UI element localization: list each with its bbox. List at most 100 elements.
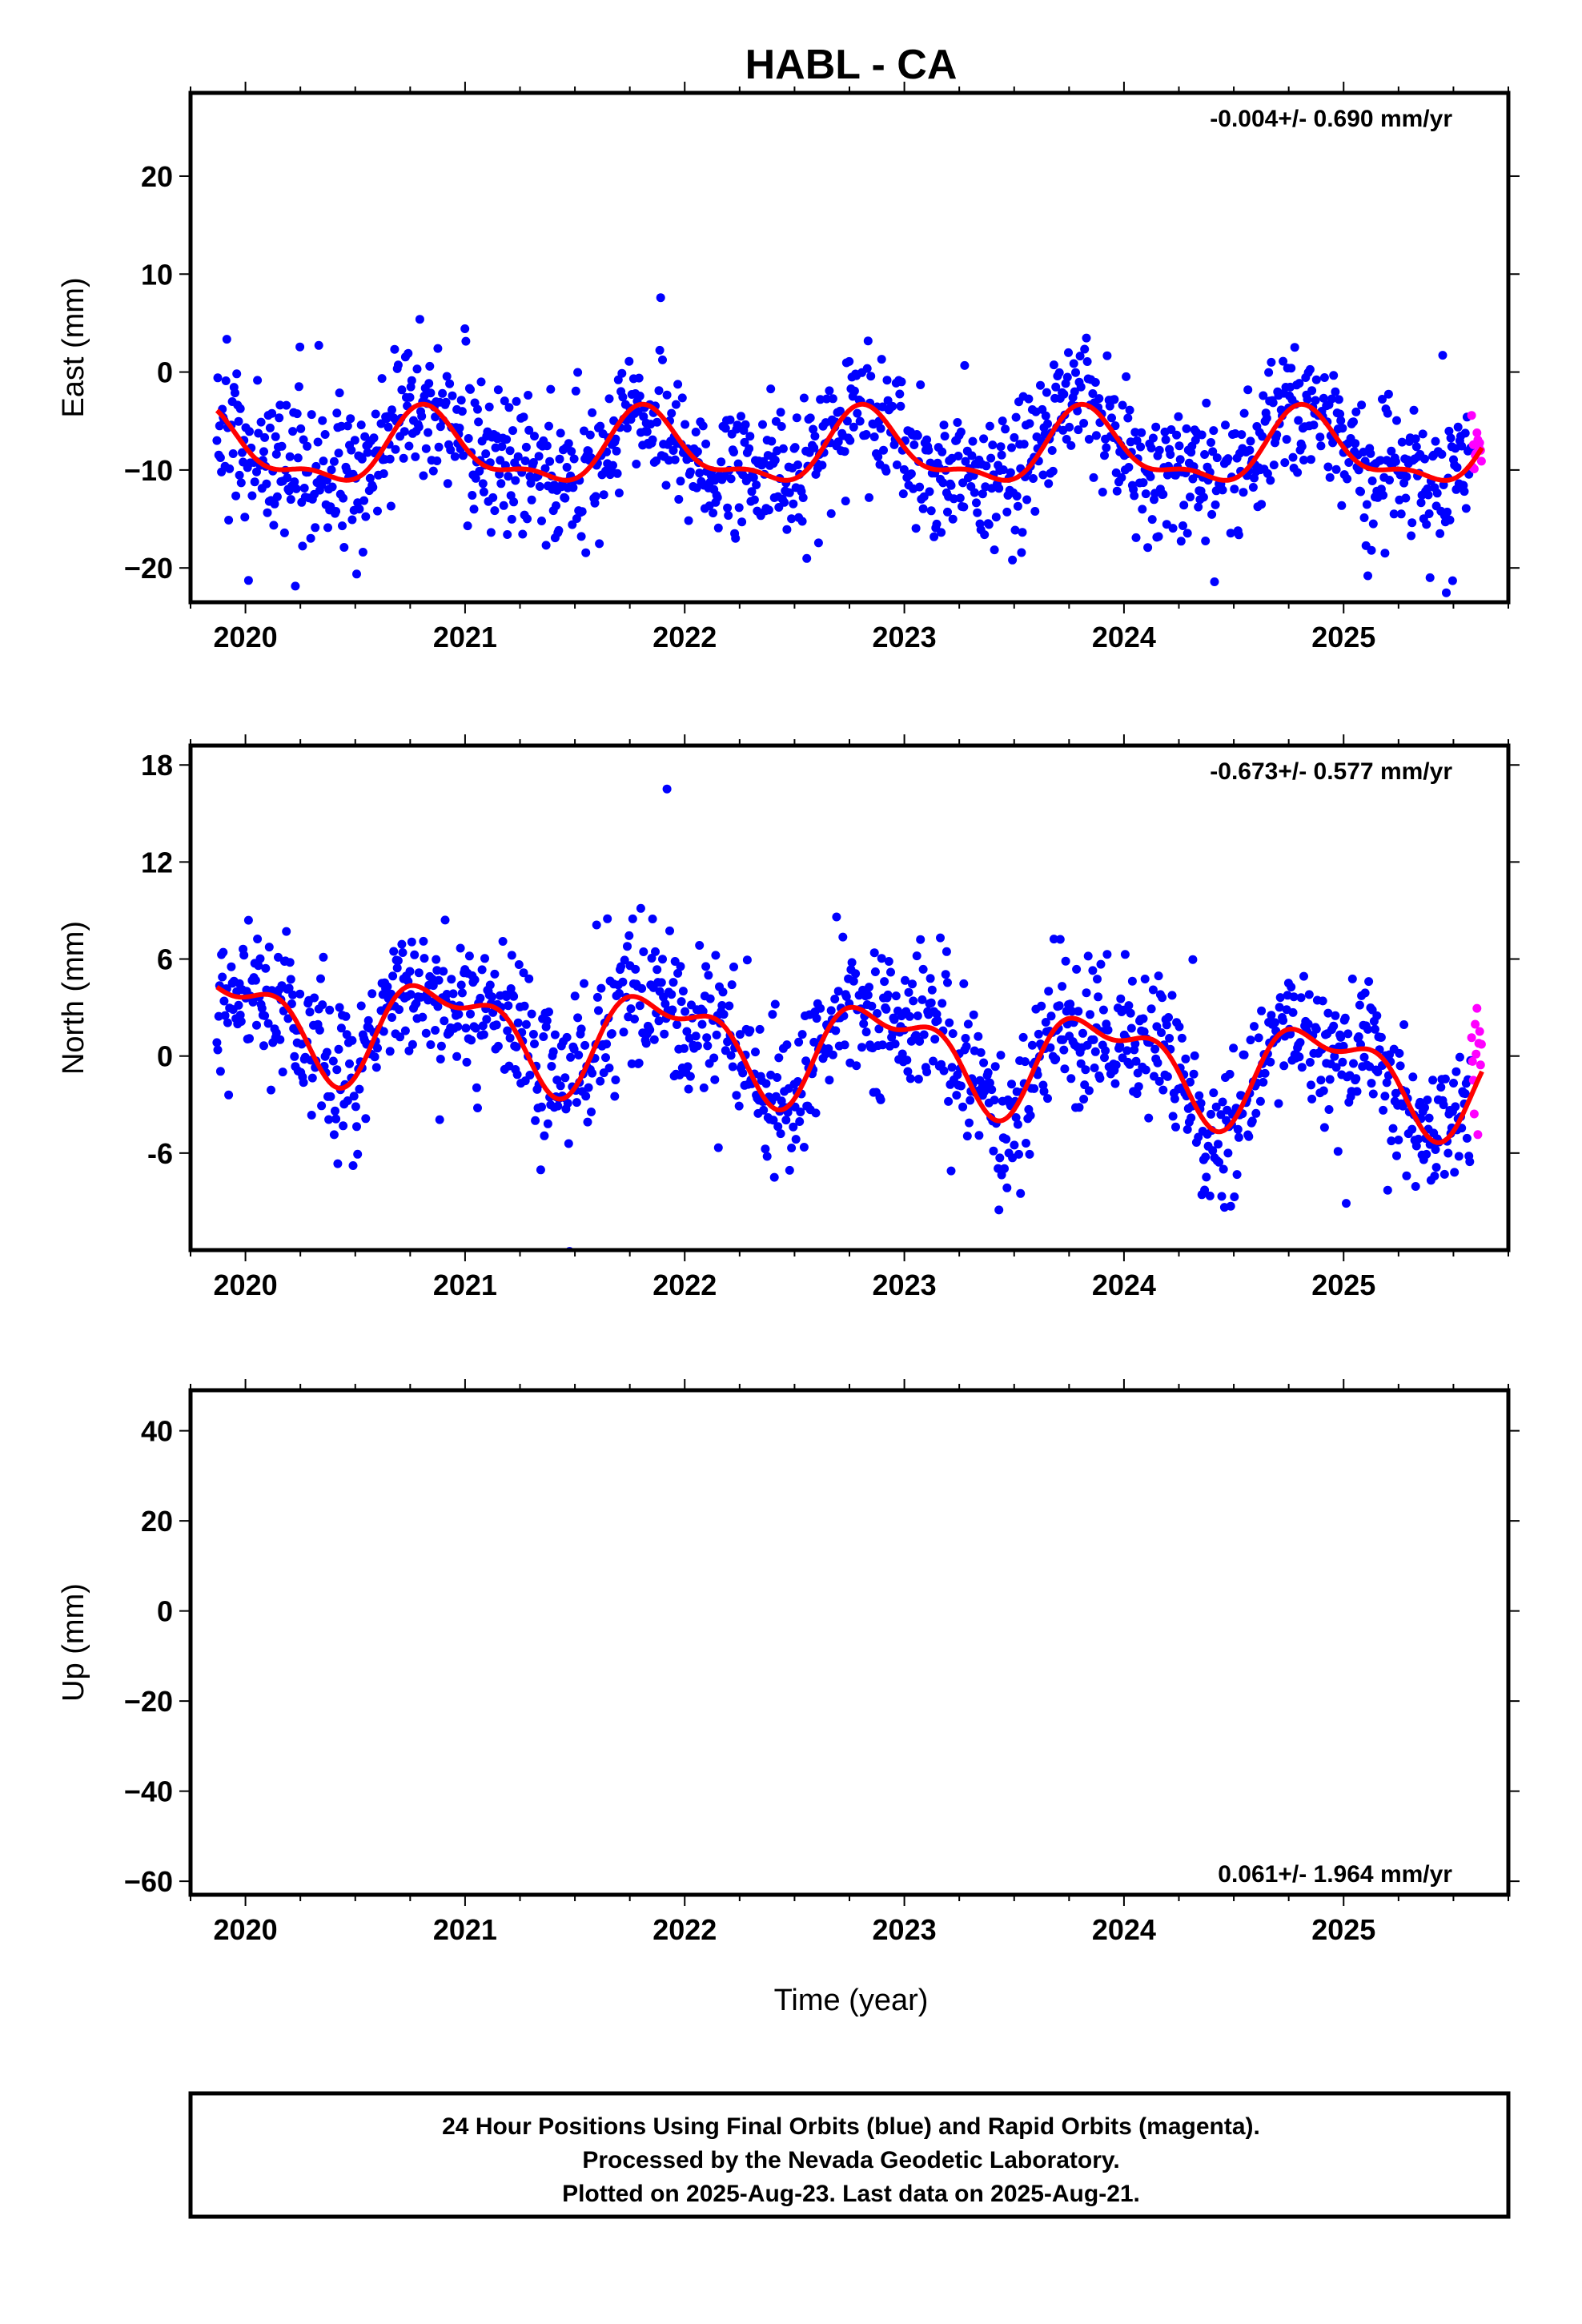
final-point bbox=[1368, 519, 1378, 529]
final-point bbox=[260, 1011, 270, 1020]
final-point bbox=[511, 476, 520, 485]
final-point bbox=[283, 1014, 293, 1023]
final-point bbox=[1186, 493, 1195, 502]
final-point bbox=[342, 1030, 351, 1039]
final-point bbox=[826, 1006, 836, 1015]
final-point bbox=[610, 1092, 620, 1101]
final-point bbox=[966, 1096, 975, 1105]
final-point bbox=[1008, 1019, 1017, 1028]
final-point bbox=[809, 424, 818, 434]
final-point bbox=[1223, 1148, 1233, 1158]
final-point bbox=[1044, 479, 1054, 489]
final-point bbox=[943, 507, 952, 517]
final-point bbox=[876, 424, 885, 433]
final-point bbox=[1170, 915, 1178, 923]
final-point bbox=[328, 1036, 337, 1045]
final-point bbox=[370, 1089, 379, 1098]
final-point bbox=[883, 1086, 892, 1095]
final-point bbox=[1331, 975, 1339, 984]
final-point bbox=[650, 1055, 659, 1063]
final-point bbox=[990, 1096, 999, 1105]
final-point bbox=[713, 1143, 723, 1152]
final-point bbox=[472, 1083, 481, 1092]
final-point bbox=[1138, 505, 1147, 514]
final-point bbox=[1234, 1132, 1243, 1142]
final-point bbox=[613, 375, 623, 384]
final-point bbox=[691, 1107, 700, 1116]
final-point bbox=[318, 1000, 327, 1010]
final-point bbox=[1445, 515, 1455, 525]
final-point bbox=[813, 1096, 822, 1104]
final-point bbox=[475, 466, 484, 476]
y-tick-label: -6 bbox=[147, 1137, 173, 1170]
final-point bbox=[869, 432, 879, 441]
final-point bbox=[1388, 1124, 1398, 1133]
final-point bbox=[893, 1065, 901, 1074]
final-point bbox=[1041, 1018, 1050, 1027]
final-point bbox=[822, 394, 831, 404]
final-point bbox=[1395, 1048, 1404, 1058]
final-point bbox=[1112, 486, 1122, 496]
final-point bbox=[440, 915, 450, 925]
final-point bbox=[738, 1068, 748, 1078]
plot-frame bbox=[188, 1388, 1511, 1897]
final-point bbox=[562, 1032, 572, 1042]
final-point bbox=[406, 990, 416, 999]
final-point bbox=[786, 1032, 795, 1041]
final-point bbox=[419, 471, 428, 480]
final-point bbox=[825, 386, 834, 396]
final-point bbox=[942, 947, 951, 956]
final-point bbox=[1432, 489, 1442, 498]
final-point bbox=[1246, 1035, 1255, 1045]
final-point bbox=[957, 999, 966, 1008]
final-point bbox=[952, 993, 961, 1002]
final-point bbox=[1295, 379, 1304, 388]
final-point bbox=[338, 521, 347, 531]
final-point bbox=[407, 376, 416, 385]
final-point bbox=[261, 963, 271, 973]
final-point bbox=[1297, 1063, 1307, 1072]
final-point bbox=[576, 1024, 586, 1034]
final-point bbox=[442, 372, 452, 381]
final-point bbox=[1211, 1056, 1219, 1065]
final-point bbox=[1166, 425, 1176, 434]
final-point bbox=[793, 460, 802, 469]
final-point bbox=[1402, 1171, 1411, 1180]
final-point bbox=[780, 1017, 789, 1026]
final-point bbox=[257, 1003, 267, 1013]
rapid-point bbox=[1469, 464, 1479, 473]
final-point bbox=[397, 939, 407, 949]
x-ticks bbox=[179, 1379, 1520, 1906]
final-point bbox=[1225, 1069, 1235, 1079]
final-point bbox=[918, 504, 928, 513]
final-point bbox=[1307, 386, 1317, 396]
final-point bbox=[343, 421, 352, 431]
final-point bbox=[1219, 1046, 1228, 1055]
final-point bbox=[420, 954, 429, 963]
x-tick-label: 2022 bbox=[652, 1913, 717, 1946]
final-point bbox=[404, 1132, 413, 1140]
final-point bbox=[464, 951, 474, 961]
rapid-point bbox=[1468, 1056, 1477, 1066]
final-point bbox=[1440, 1074, 1450, 1084]
final-point bbox=[540, 614, 548, 623]
final-point bbox=[1259, 1077, 1268, 1087]
final-point bbox=[370, 1052, 379, 1062]
final-point bbox=[1449, 1079, 1458, 1088]
final-point bbox=[461, 1023, 471, 1033]
final-point bbox=[1398, 986, 1407, 995]
final-point bbox=[1441, 1047, 1450, 1056]
final-point bbox=[869, 948, 879, 958]
final-point bbox=[307, 1073, 317, 1083]
final-point bbox=[1103, 1025, 1113, 1035]
final-point bbox=[1397, 437, 1407, 447]
final-point bbox=[1083, 951, 1093, 961]
final-point bbox=[1017, 548, 1026, 557]
final-point bbox=[444, 1103, 453, 1112]
final-point bbox=[1071, 368, 1080, 377]
final-point bbox=[1399, 1020, 1409, 1029]
final-point bbox=[1124, 923, 1133, 932]
final-point bbox=[587, 1108, 596, 1116]
final-point bbox=[1158, 1085, 1168, 1095]
final-point bbox=[889, 1015, 899, 1024]
